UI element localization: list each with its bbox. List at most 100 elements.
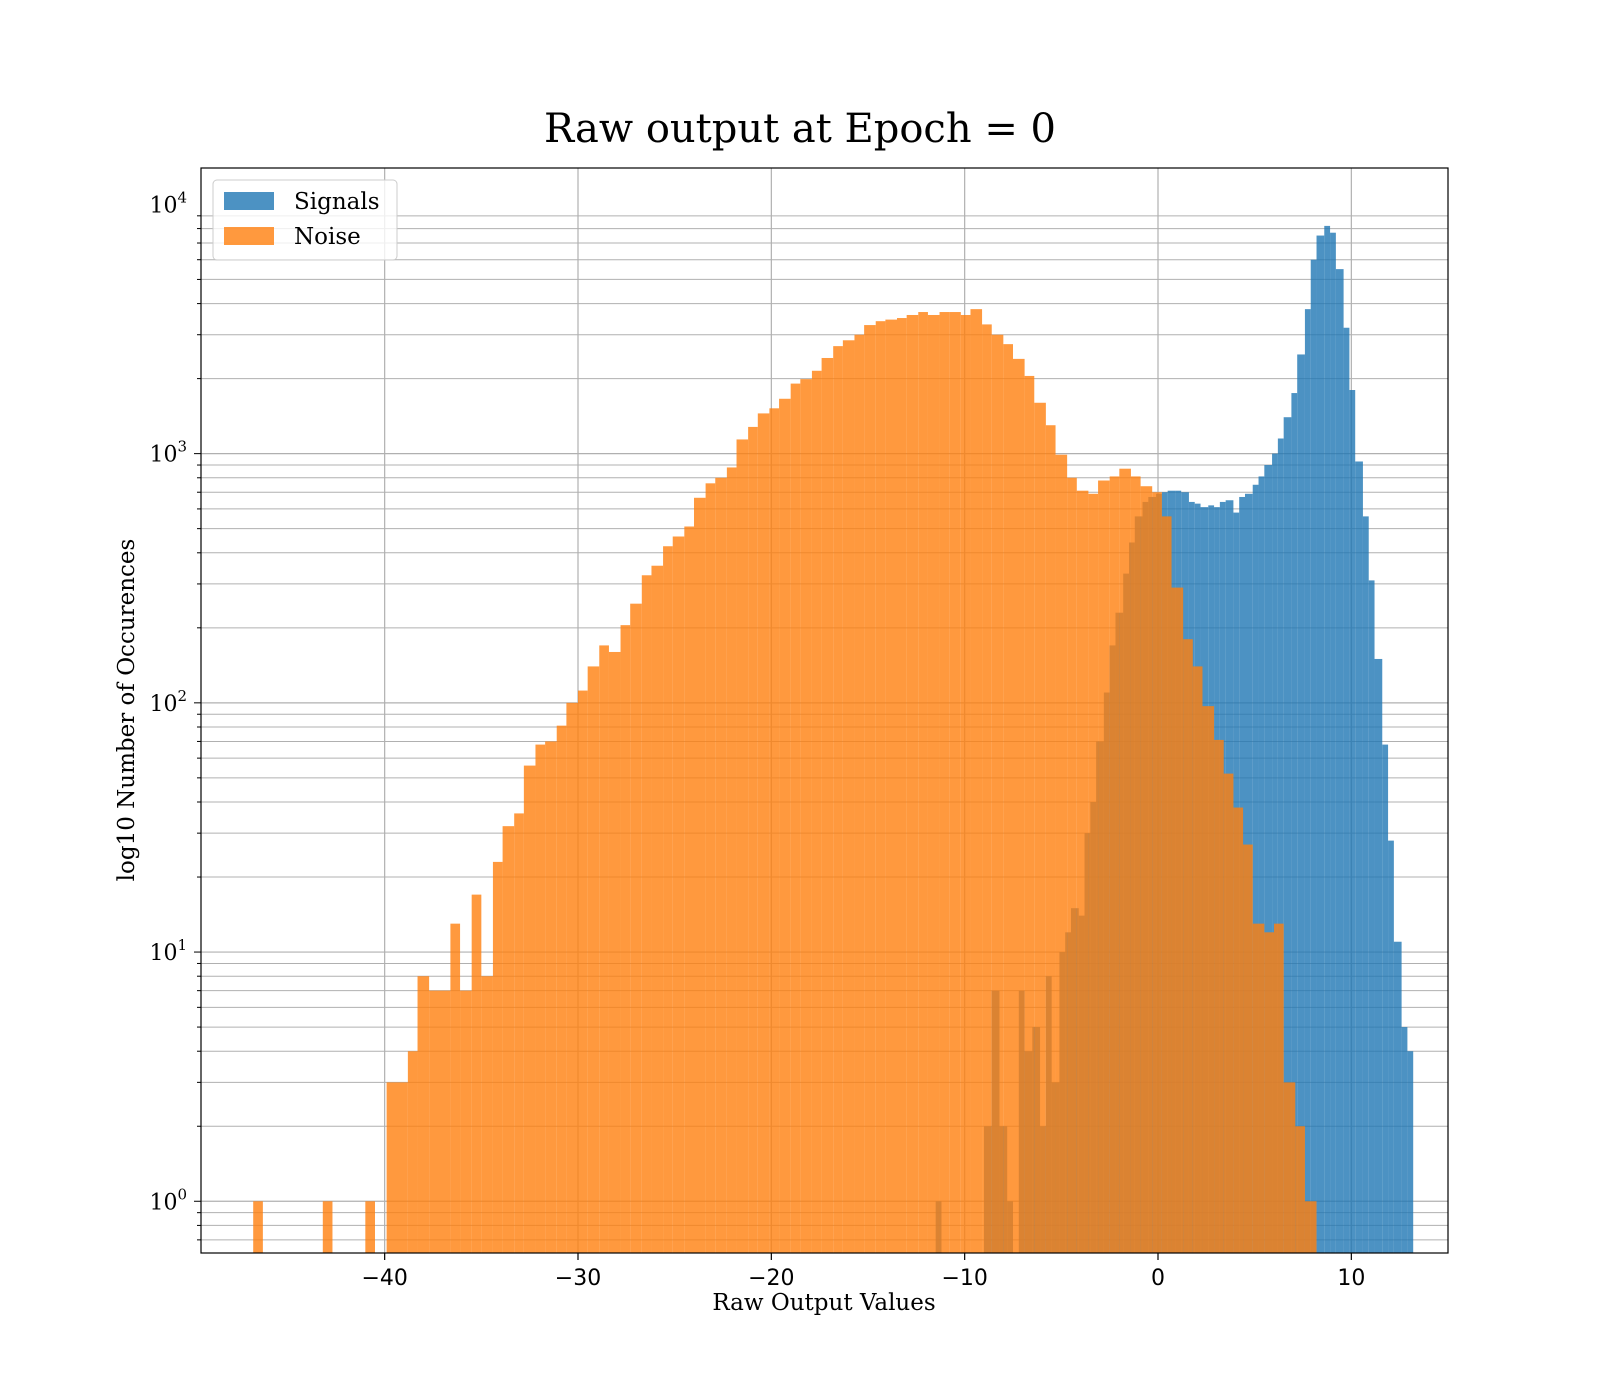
signals-bar (1310, 259, 1317, 1253)
x-tick-label: −30 (555, 1266, 601, 1291)
noise-bar (417, 976, 430, 1253)
noise-bar (705, 483, 716, 1254)
noise-bar (1098, 480, 1110, 1253)
noise-bar (939, 312, 950, 1253)
noise-bar (800, 379, 812, 1253)
noise-bar (684, 526, 694, 1253)
noise-bar (630, 603, 642, 1253)
signals-bar (1335, 269, 1344, 1253)
plot-area-frame (200, 167, 1449, 1254)
noise-bar (365, 1201, 375, 1253)
signals-bar (1343, 327, 1350, 1253)
noise-bar (460, 990, 472, 1253)
noise-bar (991, 334, 1004, 1254)
signals-bar (1355, 461, 1363, 1254)
noise-bar (322, 1201, 333, 1253)
signals-bar (1349, 390, 1356, 1253)
signals-bar (1252, 484, 1259, 1253)
noise-bar (897, 318, 907, 1253)
noise-bar (757, 413, 770, 1253)
signals-bar (1401, 1027, 1408, 1253)
signals-bar (1297, 354, 1305, 1254)
noise-bar (1233, 807, 1244, 1253)
noise-bar (1274, 923, 1284, 1253)
noise-bar (1045, 425, 1056, 1254)
x-axis-label: Raw Output Values (712, 1290, 935, 1316)
noise-bar (875, 321, 886, 1253)
noise-bar (556, 725, 567, 1253)
noise-bar (1171, 587, 1184, 1253)
noise-bar (960, 314, 971, 1253)
noise-bar (1013, 358, 1025, 1253)
noise-bar (1183, 639, 1193, 1253)
noise-bar (885, 319, 897, 1254)
noise-bar (833, 346, 843, 1253)
noise-bar (1024, 375, 1035, 1253)
noise-bar (1152, 492, 1162, 1254)
noise-bar (566, 702, 578, 1253)
y-tick-label: 103 (149, 438, 187, 468)
noise-bar (578, 690, 588, 1253)
signals-bar (1393, 941, 1402, 1253)
noise-bar (1088, 493, 1099, 1253)
legend-label-noise: Noise (294, 224, 361, 250)
noise-bar (523, 765, 536, 1253)
noise-bar (1252, 923, 1265, 1253)
noise-bar (715, 477, 727, 1253)
signals-bar (1330, 232, 1336, 1253)
signals-bar (1388, 840, 1394, 1253)
noise-bar (1067, 477, 1077, 1253)
noise-bar (1076, 490, 1089, 1253)
noise-bar (620, 625, 631, 1253)
noise-bar (514, 813, 524, 1253)
x-tick-label: −40 (361, 1266, 407, 1291)
noise-bar (1264, 932, 1274, 1253)
noise-bar (1202, 706, 1215, 1253)
noise-bar (651, 565, 664, 1253)
noise-bar (1223, 773, 1234, 1253)
noise-bar (1109, 476, 1120, 1253)
signals-bar (1304, 309, 1311, 1253)
noise-bar (429, 990, 451, 1253)
noise-bar (1192, 666, 1203, 1253)
noise-bar (1003, 344, 1013, 1253)
x-tick-label: 0 (1151, 1266, 1165, 1291)
signals-bar (1374, 658, 1383, 1253)
x-tick-label: 10 (1337, 1266, 1365, 1291)
noise-bar (854, 334, 865, 1254)
noise-bar (1119, 468, 1131, 1253)
noise-bar (821, 357, 834, 1254)
noise-bar (1214, 739, 1224, 1253)
legend-swatch-noise (224, 227, 274, 245)
x-tick-label: −10 (941, 1266, 987, 1291)
signals-bar (1382, 744, 1389, 1253)
noise-bar (492, 861, 503, 1253)
legend-swatch-signals (224, 192, 274, 210)
signals-bar (1291, 393, 1298, 1253)
noise-bars (253, 309, 1317, 1254)
noise-bar (1161, 516, 1172, 1253)
signals-bar (1264, 465, 1273, 1253)
noise-bar (386, 1082, 408, 1253)
noise-bar (481, 976, 493, 1253)
signals-bar (1324, 225, 1331, 1253)
noise-bar (694, 497, 706, 1253)
noise-bar (641, 575, 652, 1253)
legend-label-signals: Signals (294, 189, 380, 215)
noise-bar (1243, 844, 1253, 1253)
noise-bar (726, 467, 737, 1254)
y-tick-label: 102 (149, 687, 187, 717)
noise-bar (471, 894, 482, 1253)
y-axis-label: log10 Number of Occurences (114, 539, 140, 882)
x-tick-label: −20 (748, 1266, 794, 1291)
noise-bar (864, 325, 876, 1253)
noise-bar (502, 826, 515, 1253)
signals-bar (1283, 417, 1292, 1254)
signals-bar (1277, 438, 1284, 1253)
noise-bar (599, 645, 609, 1253)
noise-bar (1130, 476, 1141, 1253)
noise-bar (982, 324, 992, 1253)
y-axis-ticks: 100 101 102 103 104 (149, 188, 201, 1241)
noise-bar (1295, 1126, 1305, 1253)
x-axis-ticks: −40 −30 −20 −10 0 10 (361, 1253, 1365, 1291)
